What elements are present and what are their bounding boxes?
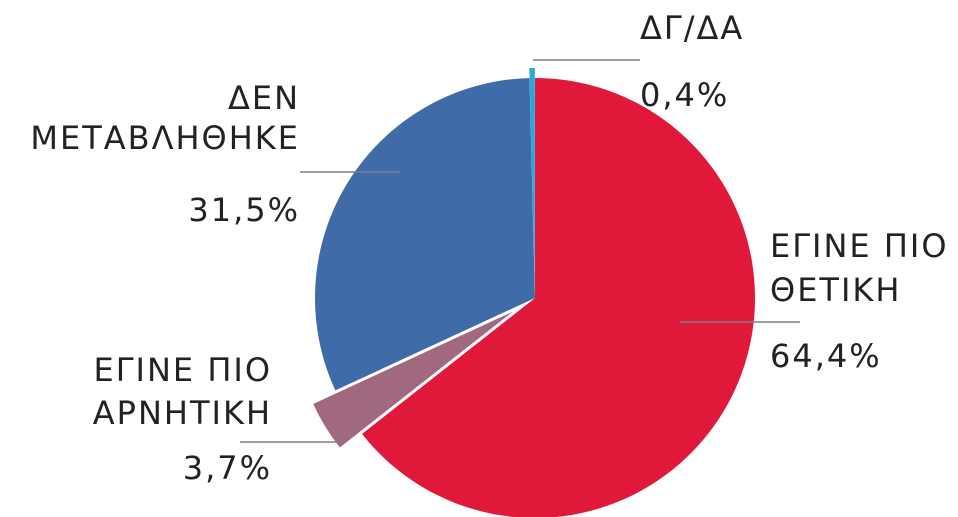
slice-label: ΔΕΝ [228,79,300,117]
value-label: 31,5% [188,191,300,229]
value-label: 3,7% [183,449,272,487]
slice-label: ΜΕΤΑΒΛΗΘΗΚΕ [30,119,300,157]
slice-label: ΑΡΝΗΤΙΚΗ [93,394,272,432]
slice-label: ΕΓΙΝΕ ΠΙΟ [770,227,949,265]
slice-label: ΕΓΙΝΕ ΠΙΟ [94,351,273,389]
pie-slice [529,68,535,289]
slice-label: ΘΕΤΙΚΗ [770,271,901,309]
slice-label: ΔΓ/ΔΑ [640,9,744,47]
pie-slice [313,311,513,448]
value-label: 0,4% [640,76,729,114]
pie-slice [362,78,755,517]
value-label: 64,4% [770,337,882,375]
pie-slice [314,78,535,391]
